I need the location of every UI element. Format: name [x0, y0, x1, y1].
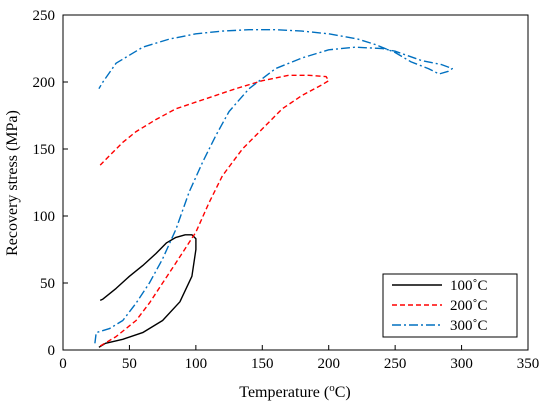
y-tick-label: 0 [48, 343, 56, 359]
legend-label-3: 300˚C [450, 318, 488, 334]
y-tick-label: 100 [33, 209, 56, 225]
series-line-1 [98, 234, 197, 348]
x-tick-label: 100 [185, 356, 208, 372]
y-tick-label: 200 [33, 75, 56, 91]
y-axis-title: Recovery stress (MPa) [4, 110, 21, 256]
x-tick-label: 0 [59, 356, 67, 372]
x-tick-label: 150 [251, 356, 274, 372]
series-layer [94, 29, 453, 348]
y-tick-label: 150 [33, 142, 56, 158]
legend-label-1: 100˚C [450, 278, 488, 294]
x-tick-label: 350 [517, 356, 540, 372]
y-tick-label: 250 [33, 8, 56, 24]
legend: 100˚C 200˚C 300˚C [382, 273, 518, 338]
series-line-3 [94, 29, 453, 344]
y-tick-label: 50 [40, 276, 55, 292]
legend-label-2: 200˚C [450, 298, 488, 314]
series-line-2 [99, 74, 330, 347]
x-tick-label: 250 [384, 356, 407, 372]
plot-frame [62, 14, 529, 351]
x-axis: 0 50 100 150 200 250 300 350 [59, 345, 539, 372]
x-axis-title: Temperature (oC) [239, 382, 350, 401]
x-tick-label: 50 [122, 356, 137, 372]
y-axis: 0 50 100 150 200 250 [33, 8, 68, 359]
x-tick-label: 200 [317, 356, 340, 372]
x-tick-label: 300 [450, 356, 473, 372]
